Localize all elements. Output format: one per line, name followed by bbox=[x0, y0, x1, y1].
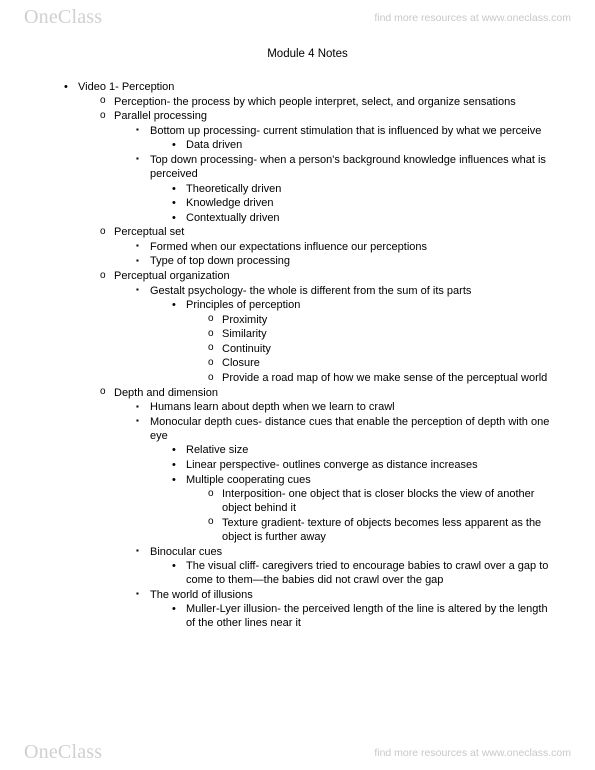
list-item: Continuity bbox=[222, 342, 555, 357]
header-bar: OneClass find more resources at www.onec… bbox=[0, 0, 595, 35]
list-item: The world of illusions bbox=[150, 588, 555, 603]
list-item: Depth and dimension bbox=[114, 386, 555, 401]
list-item: Muller-Lyer illusion- the perceived leng… bbox=[186, 602, 555, 631]
list-item: Similarity bbox=[222, 327, 555, 342]
list-item: Perception- the process by which people … bbox=[114, 95, 555, 110]
page-content: Module 4 Notes Video 1- Perception Perce… bbox=[60, 48, 555, 631]
page-title: Module 4 Notes bbox=[60, 48, 555, 60]
list-item: Perceptual organization bbox=[114, 269, 555, 284]
list-item: Knowledge driven bbox=[186, 196, 555, 211]
list-item: Data driven bbox=[186, 138, 555, 153]
list-item: Perceptual set bbox=[114, 225, 555, 240]
list-item: Formed when our expectations influence o… bbox=[150, 240, 555, 255]
list-item: Parallel processing bbox=[114, 109, 555, 124]
list-item: Top down processing- when a person's bac… bbox=[150, 153, 555, 182]
list-item: Provide a road map of how we make sense … bbox=[222, 371, 555, 386]
brand-logo: OneClass bbox=[24, 6, 102, 29]
header-tagline: find more resources at www.oneclass.com bbox=[374, 12, 571, 24]
list-item: Multiple cooperating cues bbox=[186, 473, 555, 488]
footer-tagline: find more resources at www.oneclass.com bbox=[374, 747, 571, 759]
list-item: The visual cliff- caregivers tried to en… bbox=[186, 559, 555, 588]
outline-root: Video 1- Perception Perception- the proc… bbox=[60, 80, 555, 631]
footer-bar: OneClass find more resources at www.onec… bbox=[0, 735, 595, 770]
list-item: Humans learn about depth when we learn t… bbox=[150, 400, 555, 415]
list-item: Principles of perception bbox=[186, 298, 555, 313]
brand-logo-footer: OneClass bbox=[24, 741, 102, 764]
list-item: Contextually driven bbox=[186, 211, 555, 226]
list-item: Interposition- one object that is closer… bbox=[222, 487, 555, 516]
list-item: Monocular depth cues- distance cues that… bbox=[150, 415, 555, 444]
list-item: Texture gradient- texture of objects bec… bbox=[222, 516, 555, 545]
list-item: Video 1- Perception bbox=[78, 80, 555, 95]
list-item: Binocular cues bbox=[150, 545, 555, 560]
list-item: Relative size bbox=[186, 443, 555, 458]
list-item: Type of top down processing bbox=[150, 254, 555, 269]
list-item: Theoretically driven bbox=[186, 182, 555, 197]
list-item: Gestalt psychology- the whole is differe… bbox=[150, 284, 555, 299]
list-item: Bottom up processing- current stimulatio… bbox=[150, 124, 555, 139]
list-item: Closure bbox=[222, 356, 555, 371]
list-item: Proximity bbox=[222, 313, 555, 328]
list-item: Linear perspective- outlines converge as… bbox=[186, 458, 555, 473]
